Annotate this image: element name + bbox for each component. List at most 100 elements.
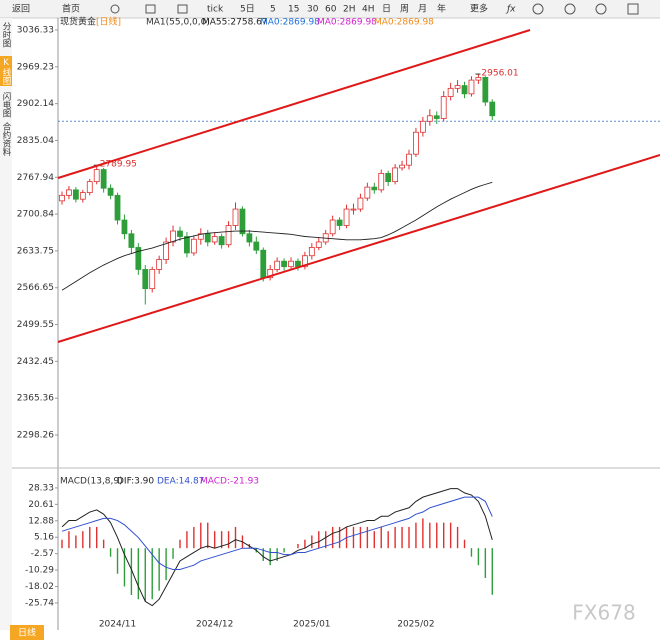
x-tick-label: 2025/01 xyxy=(293,620,330,630)
candle-body xyxy=(454,85,461,89)
candle-body xyxy=(177,230,183,237)
toolbar-item[interactable]: 年 xyxy=(437,3,446,15)
annotation: 2789.95 xyxy=(100,160,137,170)
toolbar-item[interactable]: 返回 xyxy=(12,3,30,15)
candle-body xyxy=(371,186,378,191)
toolbar-item[interactable]: 4H xyxy=(362,5,375,15)
candle-body xyxy=(475,76,482,81)
y-tick-label: -25.74 xyxy=(25,598,54,608)
period: [日线] xyxy=(96,16,121,28)
candle-body xyxy=(343,208,350,226)
y-tick-label: 2700.84 xyxy=(17,210,54,220)
candle-body xyxy=(260,249,267,279)
candle-body xyxy=(468,79,475,95)
y-tick-label: 2298.26 xyxy=(17,430,54,440)
y-tick-label: 2767.94 xyxy=(17,173,54,183)
toolbar-item[interactable]: 周 xyxy=(400,4,409,15)
candle-body xyxy=(433,115,440,119)
legend-entry: MACD:-21.93 xyxy=(200,477,259,487)
y-tick-label: 2902.14 xyxy=(17,99,54,109)
candle-body xyxy=(107,187,114,196)
candle-body xyxy=(426,115,433,122)
y-tick-label: 12.88 xyxy=(28,516,54,526)
reset-icon[interactable] xyxy=(595,3,607,15)
candle-body xyxy=(329,219,336,235)
y-tick-label: 2365.36 xyxy=(17,394,54,404)
candle-body xyxy=(190,238,197,254)
toolbar-item[interactable]: 首页 xyxy=(62,3,80,15)
legend-entry: MA55:2758.67 xyxy=(202,18,268,28)
watermark: FX678 xyxy=(572,601,635,625)
y-tick-label: 2432.45 xyxy=(17,357,54,367)
candle-body xyxy=(135,247,142,270)
sidebar xyxy=(0,18,12,630)
sidebar-tab[interactable]: K线图 xyxy=(1,58,11,86)
tab-active xyxy=(0,56,12,86)
toolbar-item[interactable]: 60 xyxy=(325,5,337,15)
toolbar-item[interactable]: 2H xyxy=(343,5,356,15)
bottom-tab[interactable]: 日线 xyxy=(18,627,36,639)
candle-body xyxy=(301,255,308,268)
trend-line xyxy=(57,29,531,179)
candle-body xyxy=(447,87,454,97)
candle-body xyxy=(489,101,496,117)
candle-body xyxy=(315,241,322,248)
legend-entry: MA0:2869.98 xyxy=(260,18,320,28)
y-tick-label: 2835.04 xyxy=(17,136,54,146)
dif-line xyxy=(61,488,493,607)
candle-body xyxy=(461,85,468,95)
candle-body xyxy=(406,153,412,166)
trend-line xyxy=(57,154,660,343)
toolbar-item[interactable]: 月 xyxy=(418,4,427,15)
candle-body xyxy=(156,259,163,270)
annotation: 2956.01 xyxy=(481,69,518,79)
fx-icon[interactable]: ƒx xyxy=(505,5,516,15)
toolbar-item[interactable]: 5 xyxy=(270,5,276,15)
candle-body xyxy=(357,197,364,210)
candle-body xyxy=(211,236,218,243)
candle-body xyxy=(163,241,170,260)
sidebar-tab[interactable]: 合约资料 xyxy=(1,121,11,157)
candle-body xyxy=(392,167,399,183)
toolbar-item[interactable]: 30 xyxy=(307,5,319,15)
chart-icon[interactable] xyxy=(145,4,156,14)
toolbar xyxy=(0,0,660,18)
x-tick-label: 2025/02 xyxy=(397,620,434,630)
zoom-out-icon[interactable] xyxy=(532,3,544,15)
fullscreen-icon[interactable] xyxy=(627,3,639,15)
candle-body xyxy=(197,233,204,240)
toolbar-item[interactable]: 日 xyxy=(382,4,391,15)
toolbar-item[interactable]: tick xyxy=(207,5,224,15)
sidebar-tab[interactable]: 分时图 xyxy=(1,22,11,48)
sidebar-tab[interactable]: 闪电图 xyxy=(1,92,11,118)
candle-body xyxy=(79,192,86,200)
legend-entry: MA0:2869.98 xyxy=(317,18,377,28)
legend-entry: DEA:14.87 xyxy=(157,477,204,487)
y-tick-label: 5.16 xyxy=(34,533,54,543)
candle-body xyxy=(114,194,121,221)
indicator: MA1(55,0,0,0) xyxy=(146,18,210,28)
candle-body xyxy=(364,186,371,199)
toolbar-item[interactable]: 5日 xyxy=(240,4,255,15)
y-tick-label: 3036.33 xyxy=(17,25,54,35)
candle-body xyxy=(295,260,301,268)
legend-entry: MA0:2869.98 xyxy=(374,18,434,28)
refresh-icon[interactable] xyxy=(110,4,120,14)
zoom-in-icon[interactable] xyxy=(564,3,576,15)
y-tick-label: -18.02 xyxy=(25,582,54,592)
candle-body xyxy=(128,233,135,248)
dea-line xyxy=(61,496,493,570)
candle-body xyxy=(267,269,274,279)
candle-icon[interactable] xyxy=(177,4,188,14)
candle-body xyxy=(440,96,447,119)
candle-body xyxy=(72,189,79,200)
y-tick-label: -2.57 xyxy=(31,549,54,559)
candle-body xyxy=(281,260,287,268)
candle-body xyxy=(218,236,225,246)
toolbar-item[interactable]: 15 xyxy=(288,5,299,15)
candle-body xyxy=(246,233,253,243)
x-tick-label: 2024/11 xyxy=(99,620,136,630)
toolbar-item[interactable]: 更多 xyxy=(470,3,488,15)
candle-body xyxy=(100,169,107,189)
